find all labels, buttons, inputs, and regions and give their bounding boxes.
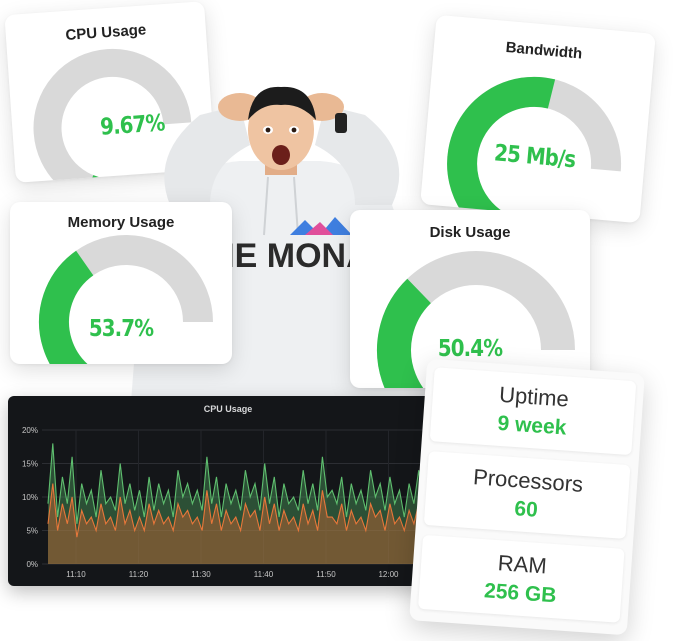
disk-gauge-fill [377, 278, 432, 388]
disk-usage-value: 50.4% [437, 336, 503, 362]
x-tick-label: 11:50 [316, 570, 336, 579]
chart-title: CPU Usage [203, 404, 253, 414]
y-tick-label: 10% [22, 493, 38, 502]
x-tick-label: 12:00 [378, 570, 399, 579]
disk-usage-title: Disk Usage [429, 224, 511, 241]
y-tick-label: 5% [26, 527, 38, 536]
processors-stat: Processors 60 [423, 451, 631, 539]
ram-stat: RAM 256 GB [417, 534, 625, 623]
series-1-line [47, 483, 439, 538]
memory-usage-card: Memory Usage 53.7% [10, 202, 232, 364]
x-tick-label: 11:40 [254, 570, 274, 579]
cpu-usage-chart: 0% 5% 10% 15% 20% 11:10 11:20 11:30 11:40 11:50 12… [22, 426, 439, 579]
cpu-usage-chart-panel: CPU Usage 0% 5% 10% 15% 20% 11:10 11:20 11:30 11… [8, 396, 448, 586]
y-tick-label: 15% [22, 460, 38, 469]
memory-gauge-fill [39, 250, 94, 364]
series-0-line [47, 443, 439, 524]
disk-usage-gauge [377, 251, 575, 388]
series-1-area [48, 483, 438, 564]
memory-usage-title: Memory Usage [67, 214, 175, 231]
bandwidth-card: Bandwidth 25 Mb/s [420, 14, 656, 224]
bandwidth-gauge-fill [447, 76, 556, 224]
uptime-stat: Uptime 9 week [429, 367, 637, 456]
memory-usage-value: 53.7% [88, 316, 154, 342]
disk-usage-card: Disk Usage 50.4% [350, 210, 590, 388]
x-tick-label: 11:10 [66, 570, 86, 579]
bandwidth-gauge [447, 76, 622, 224]
y-tick-label: 20% [22, 426, 38, 435]
system-stats-card: Uptime 9 week Processors 60 RAM 256 GB [409, 358, 645, 636]
y-tick-label: 0% [26, 560, 38, 569]
series-0-area [48, 443, 438, 564]
memory-usage-gauge [39, 235, 213, 364]
x-tick-label: 11:30 [191, 570, 211, 579]
x-tick-label: 11:20 [129, 570, 149, 579]
